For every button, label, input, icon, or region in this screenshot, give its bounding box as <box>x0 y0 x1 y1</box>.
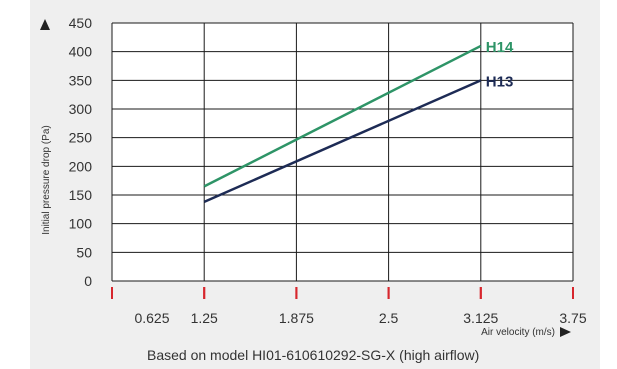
series-label-h13: H13 <box>486 73 514 90</box>
x-tick-label: 2.5 <box>379 310 399 326</box>
y-axis-arrow-icon <box>40 19 50 30</box>
x-tick-label: 3.75 <box>559 310 586 326</box>
y-tick-label: 0 <box>84 273 92 289</box>
y-tick-label: 50 <box>76 244 92 260</box>
y-axis-label: Initial pressure drop (Pa) <box>41 125 52 235</box>
footnote: Based on model HI01-610610292-SG-X (high… <box>147 347 479 363</box>
x-tick-label: 1.875 <box>279 310 314 326</box>
x-tick-label: 0.625 <box>134 310 169 326</box>
x-axis-arrow-icon <box>560 327 571 337</box>
series-line-h13 <box>203 79 482 204</box>
grid <box>111 22 574 282</box>
y-tick-label: 400 <box>69 44 93 60</box>
y-tick-label: 100 <box>69 216 93 232</box>
plot-area <box>112 23 573 281</box>
x-tick-label: 1.25 <box>191 310 218 326</box>
y-axis-ticks: 0 50 100 150 200 250 300 350 400 450 <box>69 15 93 289</box>
plot-background <box>112 23 573 281</box>
x-axis-ticks: 0.625 1.25 1.875 2.5 3.125 3.75 <box>111 287 587 326</box>
y-tick-label: 300 <box>69 101 93 117</box>
y-tick-label: 350 <box>69 72 93 88</box>
series-line-h14 <box>203 44 482 188</box>
y-tick-label: 450 <box>69 15 93 31</box>
y-tick-label: 150 <box>69 187 93 203</box>
y-tick-label: 200 <box>69 158 93 174</box>
y-tick-label: 250 <box>69 130 93 146</box>
x-tick-label: 3.125 <box>463 310 498 326</box>
series-label-h14: H14 <box>486 39 514 56</box>
series-group: H14 H13 <box>203 39 514 204</box>
x-axis-label: Air velocity (m/s) <box>481 327 555 338</box>
